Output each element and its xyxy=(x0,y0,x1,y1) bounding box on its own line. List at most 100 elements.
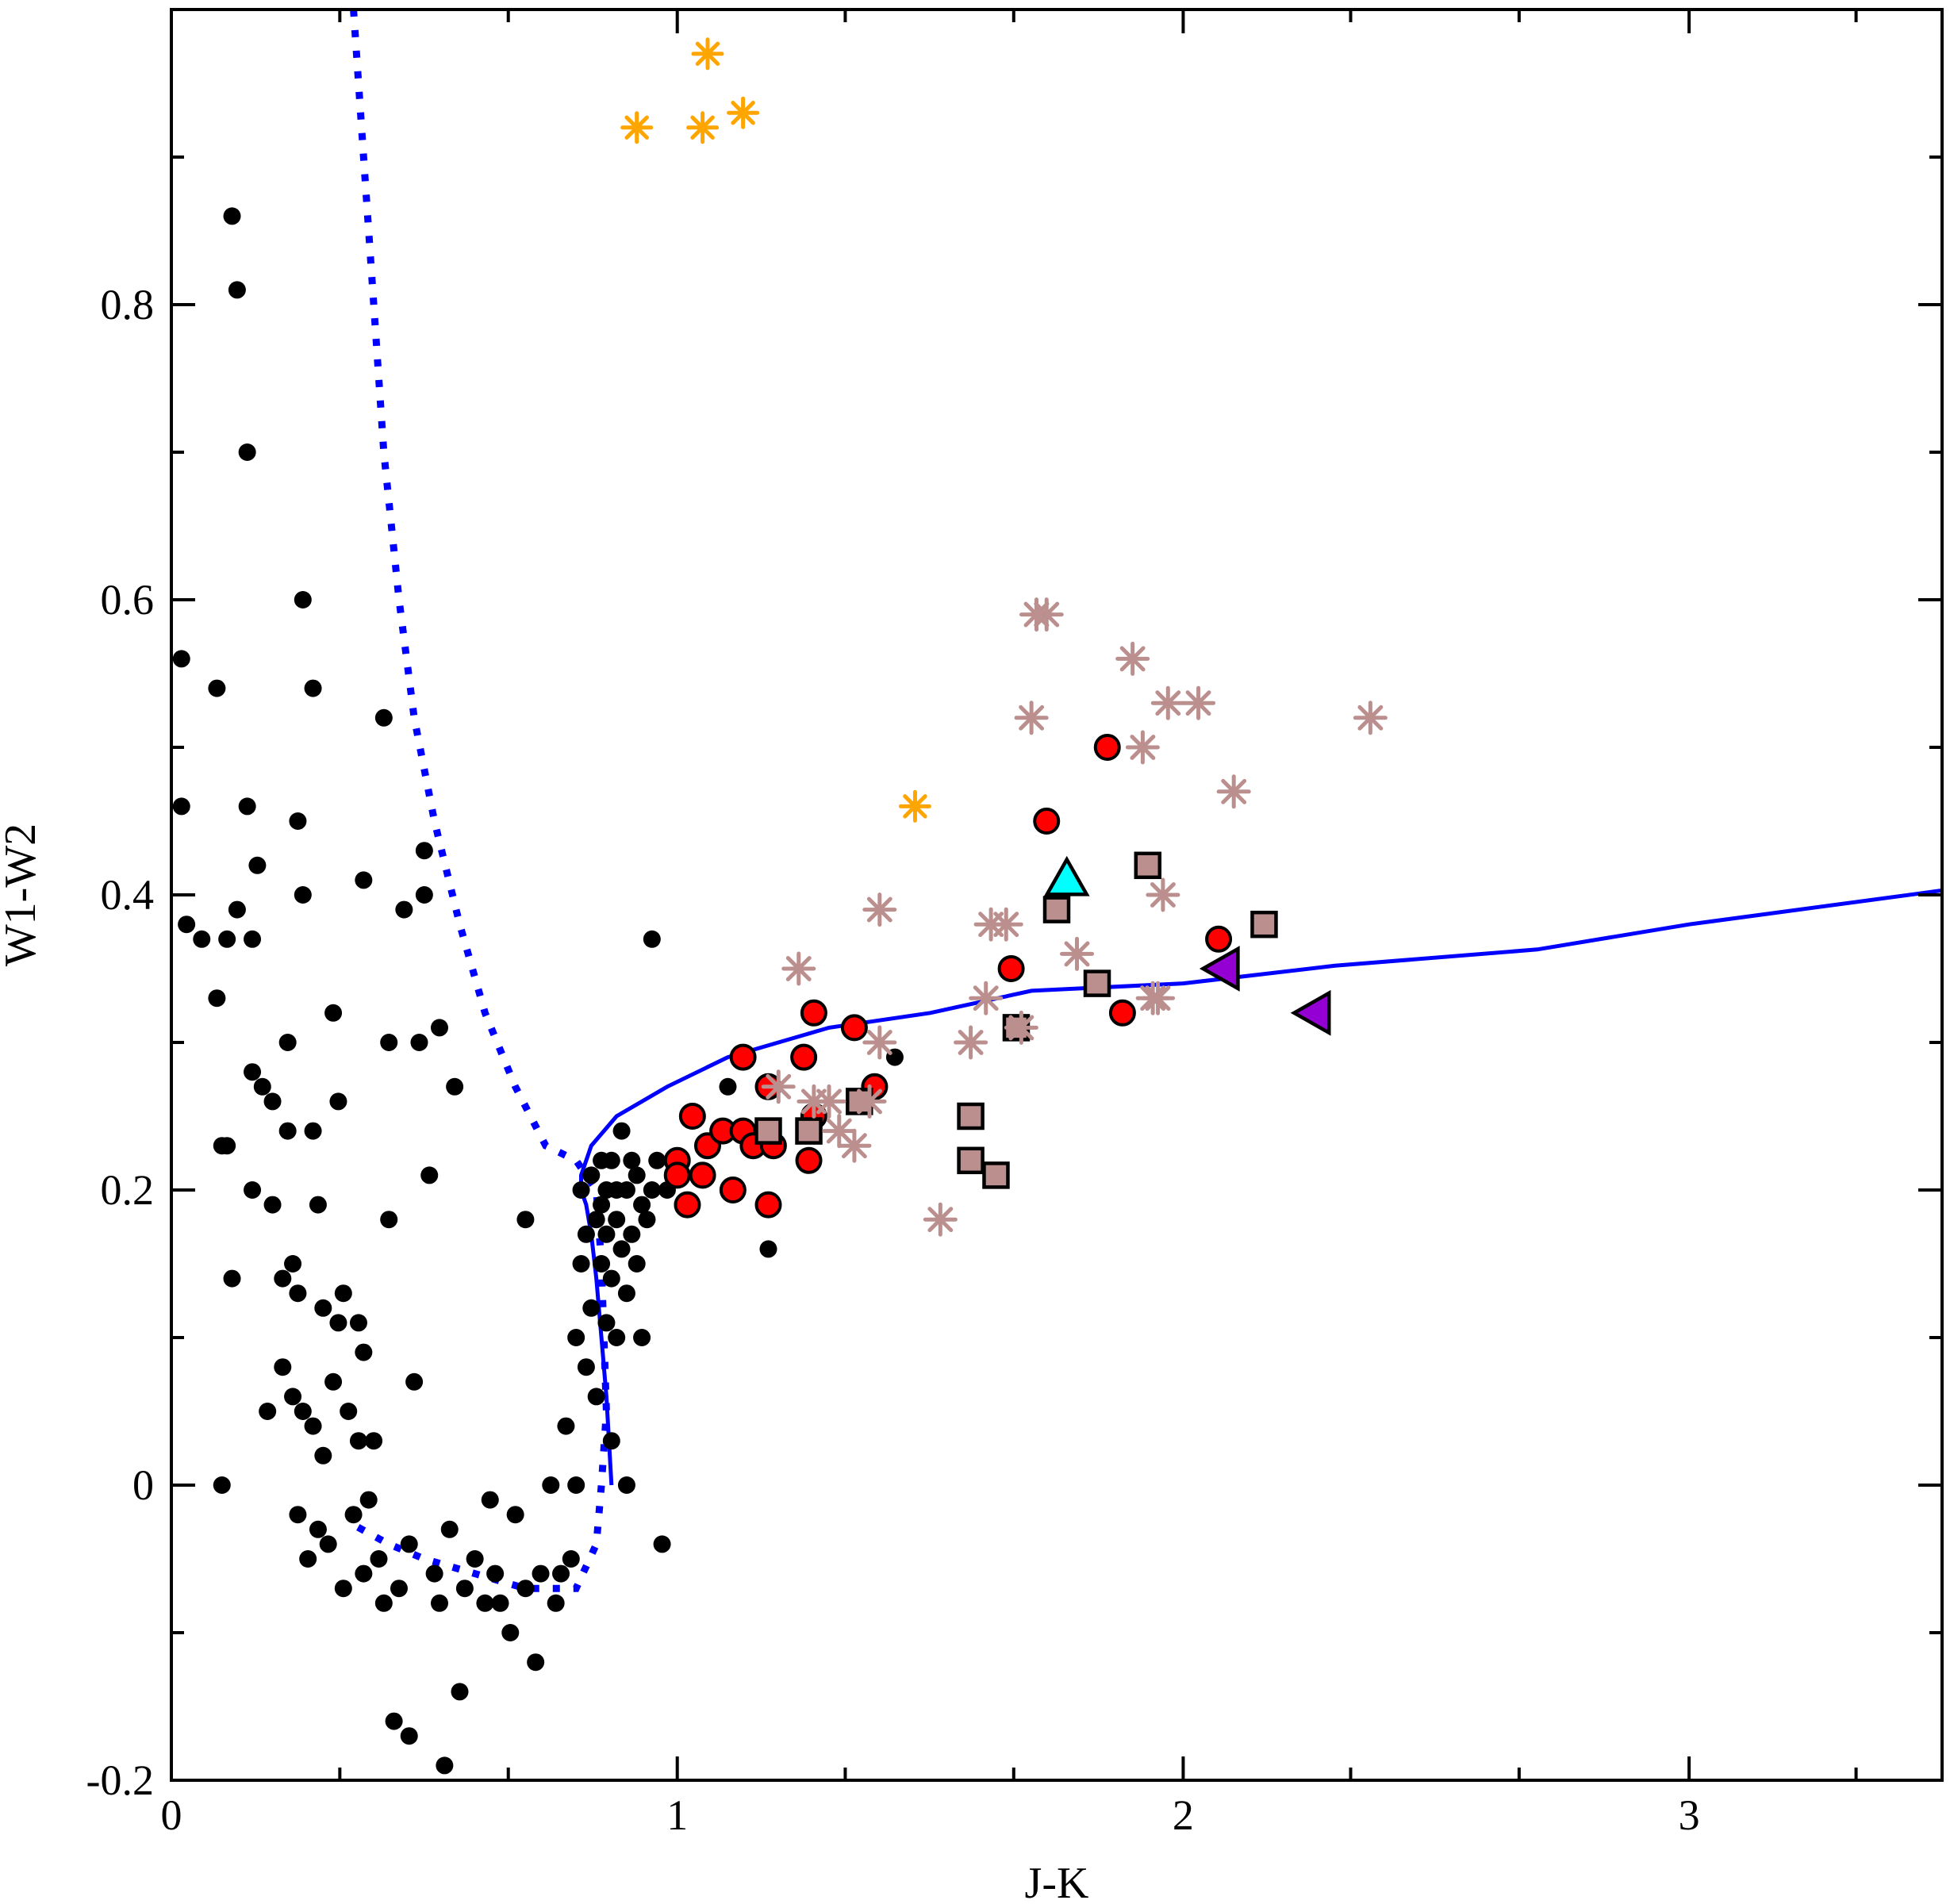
dot-point xyxy=(294,1403,312,1420)
dot-point xyxy=(572,1255,590,1273)
dot-point xyxy=(451,1683,469,1701)
dot-point xyxy=(314,1299,332,1317)
dot-point xyxy=(587,1211,605,1229)
dot-point xyxy=(400,1535,418,1553)
dot-point xyxy=(395,900,413,919)
dot-point xyxy=(532,1564,550,1583)
dot-point xyxy=(491,1594,509,1612)
red-circle-point xyxy=(678,1103,706,1130)
dot-point xyxy=(572,1181,590,1199)
brown-star-point xyxy=(862,1025,897,1060)
dot-point xyxy=(501,1624,520,1641)
dot-point xyxy=(329,1314,347,1332)
brown-star-point xyxy=(781,951,816,986)
dot-point xyxy=(612,1122,631,1140)
dot-point xyxy=(309,1520,327,1538)
y-tick-label: 0 xyxy=(132,1461,154,1509)
axis-ticks xyxy=(170,10,1942,1782)
brown-square-point xyxy=(1250,910,1278,939)
dot-point xyxy=(309,1196,327,1214)
y-tick-label: 0.4 xyxy=(101,871,155,919)
brown-star-point xyxy=(954,1025,988,1060)
dot-point xyxy=(593,1255,611,1273)
dot-point xyxy=(597,1225,616,1243)
dot-point xyxy=(436,1756,454,1775)
dot-point xyxy=(577,1225,595,1243)
y-tick-label: 0.2 xyxy=(101,1166,155,1214)
dot-point xyxy=(567,1329,585,1346)
dot-point xyxy=(374,1594,393,1612)
orange-star-point xyxy=(686,111,720,144)
x-tick-label: 0 xyxy=(161,1791,182,1839)
dot-point xyxy=(390,1580,408,1598)
brown-star-point xyxy=(1125,730,1160,765)
dot-point xyxy=(719,1077,737,1096)
dot-point xyxy=(557,1417,575,1435)
dot-point xyxy=(593,1196,611,1214)
brown-square-point xyxy=(795,1117,823,1145)
dot-point xyxy=(349,1314,367,1332)
dot-point xyxy=(263,1196,282,1214)
x-tick-label: 3 xyxy=(1679,1791,1700,1839)
dot-point xyxy=(193,930,211,948)
red-circle-point xyxy=(795,1146,823,1174)
purple-triangle-point xyxy=(1290,989,1331,1036)
dot-point xyxy=(244,1181,262,1199)
dot-point xyxy=(446,1077,464,1096)
dot-point xyxy=(334,1580,352,1598)
red-circle-point xyxy=(1108,999,1136,1027)
dot-point xyxy=(582,1166,601,1184)
dot-point xyxy=(628,1166,646,1184)
model-curves xyxy=(347,9,1943,1592)
dot-point xyxy=(329,1092,347,1111)
dot-point xyxy=(228,281,246,299)
dot-point xyxy=(355,871,373,889)
x-tick-label: 2 xyxy=(1173,1791,1194,1839)
brown-star-point xyxy=(761,1069,796,1104)
y-tick-label: 0.8 xyxy=(101,281,155,328)
dot-point xyxy=(223,1269,241,1288)
solid-curve xyxy=(579,888,1943,1486)
dot-point xyxy=(547,1594,565,1612)
dot-point xyxy=(608,1329,626,1346)
orange-star-point xyxy=(620,111,654,144)
dot-point xyxy=(455,1580,474,1598)
brown-square-point xyxy=(957,1102,985,1130)
dot-point xyxy=(617,1181,635,1199)
dot-point xyxy=(633,1329,651,1346)
y-tick-label: -0.2 xyxy=(86,1756,154,1804)
dot-point xyxy=(415,886,433,904)
dot-point xyxy=(263,1092,282,1111)
red-circle-point xyxy=(1033,808,1061,835)
dot-point xyxy=(617,1284,635,1303)
dot-point xyxy=(633,1196,651,1214)
red-circle-point xyxy=(800,999,827,1027)
dot-point xyxy=(405,1372,424,1391)
brown-square-point xyxy=(1083,969,1111,997)
data-points xyxy=(172,37,1388,1775)
dot-point xyxy=(653,1535,671,1553)
dot-point xyxy=(355,1343,373,1361)
dot-point xyxy=(476,1594,494,1612)
red-circle-point xyxy=(729,1043,757,1071)
dot-point xyxy=(284,1388,302,1406)
brown-square-point xyxy=(1134,851,1162,880)
dot-point xyxy=(374,708,393,727)
red-circle-point xyxy=(840,1014,868,1042)
dot-point xyxy=(410,1034,428,1051)
dot-point xyxy=(430,1019,448,1037)
brown-star-point xyxy=(988,907,1023,942)
dot-point xyxy=(304,1122,322,1140)
brown-star-point xyxy=(1014,701,1049,735)
dot-point xyxy=(359,1491,378,1509)
red-circle-point xyxy=(1093,734,1121,761)
brown-star-point xyxy=(1353,701,1388,735)
dot-point xyxy=(759,1240,777,1258)
x-tick-label: 1 xyxy=(666,1791,688,1839)
dot-point xyxy=(172,650,190,668)
brown-star-point xyxy=(812,1084,846,1119)
dot-point xyxy=(324,1372,343,1391)
dot-point xyxy=(643,1181,661,1199)
y-tick-label: 0.6 xyxy=(101,576,155,624)
